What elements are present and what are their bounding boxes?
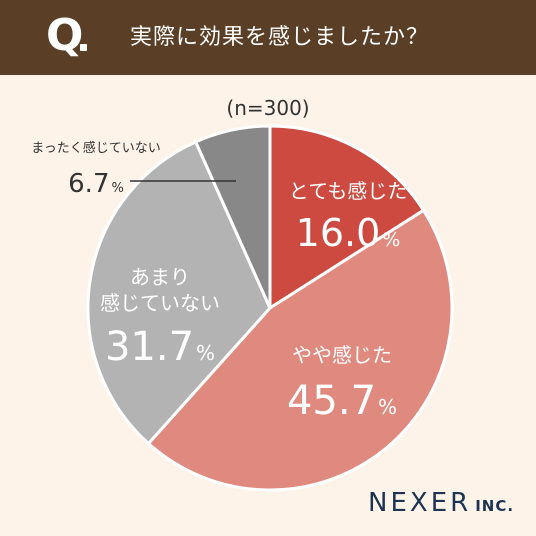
logo-inc: INC.	[475, 497, 515, 515]
pie-slice-3	[86, 140, 272, 445]
pie-slice-4	[194, 124, 272, 310]
sample-size: (n=300)	[226, 96, 310, 120]
pie-slice-2	[146, 208, 454, 492]
slice-value-1: 16.0%	[296, 211, 401, 255]
nexer-logo: NEXER INC.	[368, 488, 514, 518]
slice-label-2: やや感じた	[292, 343, 392, 367]
slice-label-3-line-2: 感じていない	[100, 291, 220, 315]
logo-main: NEXER	[368, 488, 472, 518]
q-mark: Q	[46, 10, 84, 61]
pie-slice-1	[268, 124, 426, 310]
q-dot	[80, 44, 87, 51]
question-header: Q 実際に効果を感じましたか？	[0, 0, 536, 75]
slice-value-4: 6.7%	[68, 169, 124, 199]
slice-value-2: 45.7%	[287, 378, 397, 424]
slice-value-3: 31.7%	[105, 324, 215, 370]
slice-label-1: とても感じた	[289, 179, 407, 203]
question-text: 実際に効果を感じましたか？	[130, 25, 430, 50]
slice-label-4: まったく感じていない	[31, 140, 160, 156]
slice-label-3-line-1: あまり	[130, 265, 190, 289]
